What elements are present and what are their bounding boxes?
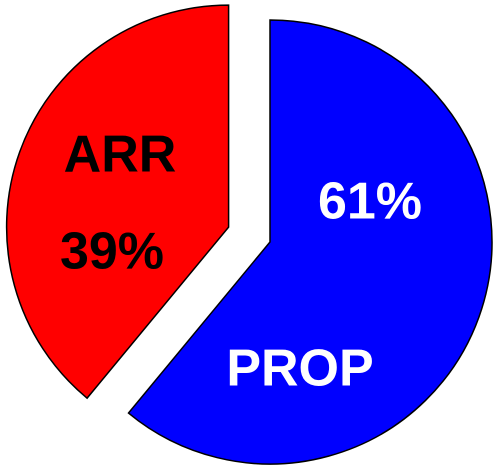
slice-category-label: PROP (226, 340, 373, 398)
slice-value-label: 61% (318, 173, 422, 231)
pie-slice (5, 4, 230, 400)
slice-value-label: 39% (60, 223, 164, 281)
slice-category-label: ARR (64, 126, 177, 184)
pie-slice (127, 19, 493, 465)
